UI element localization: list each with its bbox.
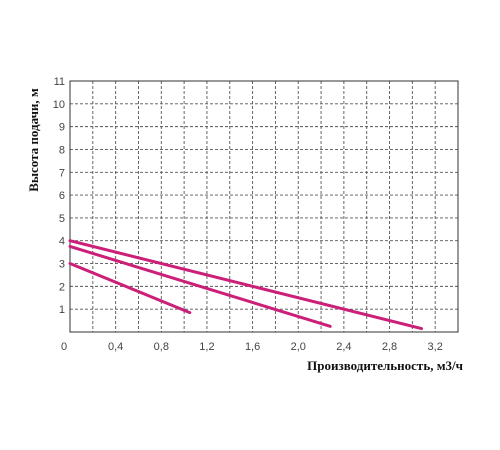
y-tick-label-8: 9 [59,122,65,134]
chart-series [68,239,423,331]
x-tick-label-2: 0,8 [154,341,169,353]
x-tick-label-3: 1,2 [199,341,214,353]
x-tick-label-1: 0,4 [108,341,123,353]
y-tick-label-3: 4 [59,236,65,248]
x-axis-ticks: 0 0,4 0,8 1,2 1,6 2,0 2,4 2,8 3,2 [61,341,443,353]
series-line-2 [68,244,332,328]
x-axis-title: Производительность, м3/ч [307,358,463,373]
y-tick-label-7: 8 [59,144,65,156]
y-axis-ticks: 1 2 3 4 5 6 7 8 9 10 11 [53,76,65,316]
y-axis-title: Высота подачи, м [26,88,41,192]
series-line-3 [68,239,423,331]
x-tick-label-7: 2,8 [382,341,397,353]
x-tick-label-0: 0 [61,341,67,353]
series-line-1 [68,262,192,315]
y-tick-label-9: 10 [53,99,65,111]
chart-grid [70,80,458,332]
y-tick-label-5: 6 [59,190,65,202]
x-tick-label-8: 3,2 [428,341,443,353]
x-tick-label-4: 1,6 [245,341,260,353]
y-tick-label-10: 11 [54,76,65,88]
x-tick-label-5: 2,0 [291,341,306,353]
y-tick-label-0: 1 [59,304,65,316]
x-tick-label-6: 2,4 [336,341,351,353]
y-tick-label-4: 5 [59,213,65,225]
y-tick-label-6: 7 [59,167,65,179]
plot-frame [69,80,459,333]
y-tick-label-1: 2 [59,281,65,293]
y-tick-label-2: 3 [59,259,65,271]
